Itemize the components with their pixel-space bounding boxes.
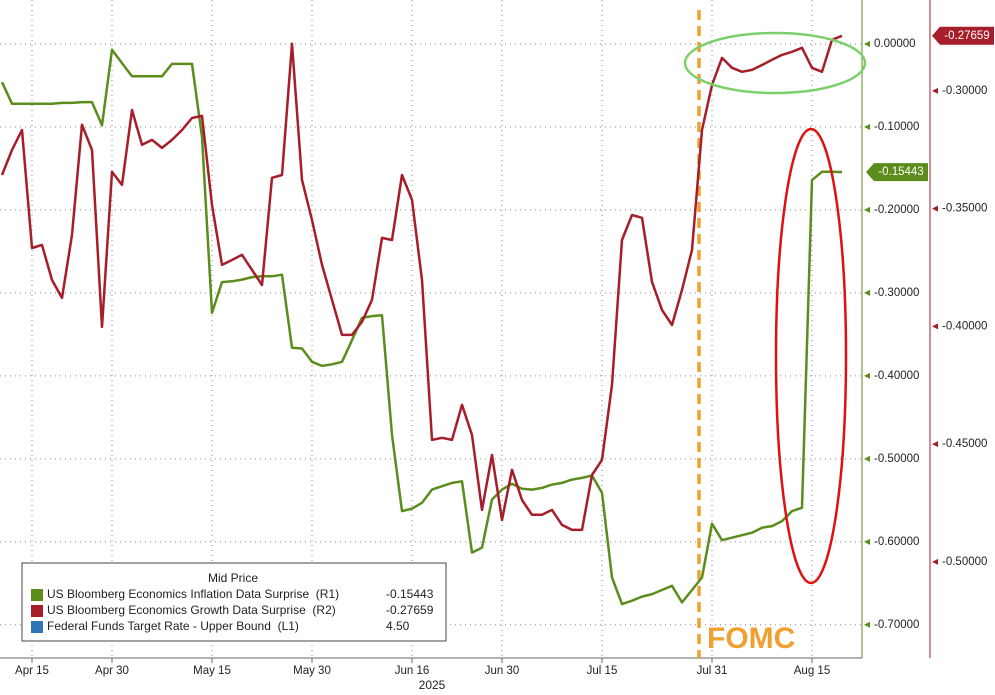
y-tick-mark [864, 206, 870, 213]
y-tick-mark [864, 455, 870, 462]
legend-items: US Bloomberg Economics Inflation Data Su… [31, 587, 434, 633]
y2-tick-mark [932, 205, 938, 212]
y2-tick-mark [932, 87, 938, 94]
legend: Mid Price US Bloomberg Economics Inflati… [21, 562, 447, 642]
plot [0, 34, 843, 606]
y2-tick-label: -0.45000 [942, 438, 987, 450]
y-tick-label: -0.40000 [874, 370, 919, 382]
y-tick-mark [864, 123, 870, 130]
highlight-ellipse [683, 31, 867, 95]
legend-label: Federal Funds Target Rate - Upper Bound … [47, 619, 299, 633]
x-tick-label: Apr 15 [15, 665, 49, 677]
legend-value: 4.50 [386, 619, 410, 633]
y-tick-label: -0.30000 [874, 287, 919, 299]
series-line [0, 34, 843, 532]
legend-label: US Bloomberg Economics Growth Data Surpr… [47, 603, 336, 617]
legend-box [21, 562, 447, 642]
x-tick-label: Aug 15 [794, 665, 830, 677]
x-tick-label: Jun 16 [395, 665, 430, 677]
legend-value: -0.27659 [386, 603, 434, 617]
y-tick-label: -0.70000 [874, 619, 919, 631]
last-value-tag [932, 26, 994, 45]
y2-tick-label: -0.40000 [942, 320, 987, 332]
y-tick-mark [864, 289, 870, 296]
legend-title: Mid Price [208, 571, 258, 585]
grid [0, 0, 862, 658]
x-year-label: 2025 [419, 678, 446, 692]
y-tick-mark [864, 372, 870, 379]
last-value-tag [866, 163, 928, 182]
series-line [0, 48, 843, 606]
x-tick-label: Apr 30 [95, 665, 129, 677]
y-tick-mark [864, 621, 870, 628]
x-tick-label: May 15 [193, 665, 231, 677]
y2-tick-mark [932, 441, 938, 448]
y-tick-label: -0.60000 [874, 536, 919, 548]
legend-swatch [31, 589, 43, 601]
y2-tick-mark [932, 558, 938, 565]
x-tick-label: May 30 [293, 665, 331, 677]
legend-label: US Bloomberg Economics Inflation Data Su… [47, 587, 339, 601]
y2-tick-label: -0.50000 [942, 556, 987, 568]
legend-value: -0.15443 [386, 587, 434, 601]
x-tick-label: Jul 15 [587, 665, 618, 677]
y-tick-label: 0.00000 [874, 38, 916, 50]
last-value-label: -0.27659 [944, 30, 989, 42]
highlight-ellipse [774, 127, 848, 585]
y-tick-mark [864, 538, 870, 545]
last-value-label: -0.15443 [878, 166, 923, 178]
legend-swatch [31, 621, 43, 633]
y-tick-label: -0.50000 [874, 453, 919, 465]
legend-swatch [31, 605, 43, 617]
x-tick-label: Jun 30 [485, 665, 520, 677]
y-tick-mark [864, 40, 870, 47]
y2-tick-label: -0.35000 [942, 203, 987, 215]
y-tick-label: -0.20000 [874, 204, 919, 216]
x-tick-label: Jul 31 [697, 665, 728, 677]
y2-tick-mark [932, 323, 938, 330]
y2-tick-label: -0.30000 [942, 85, 987, 97]
y-tick-label: -0.10000 [874, 121, 919, 133]
annotation: FOMC [707, 622, 795, 655]
